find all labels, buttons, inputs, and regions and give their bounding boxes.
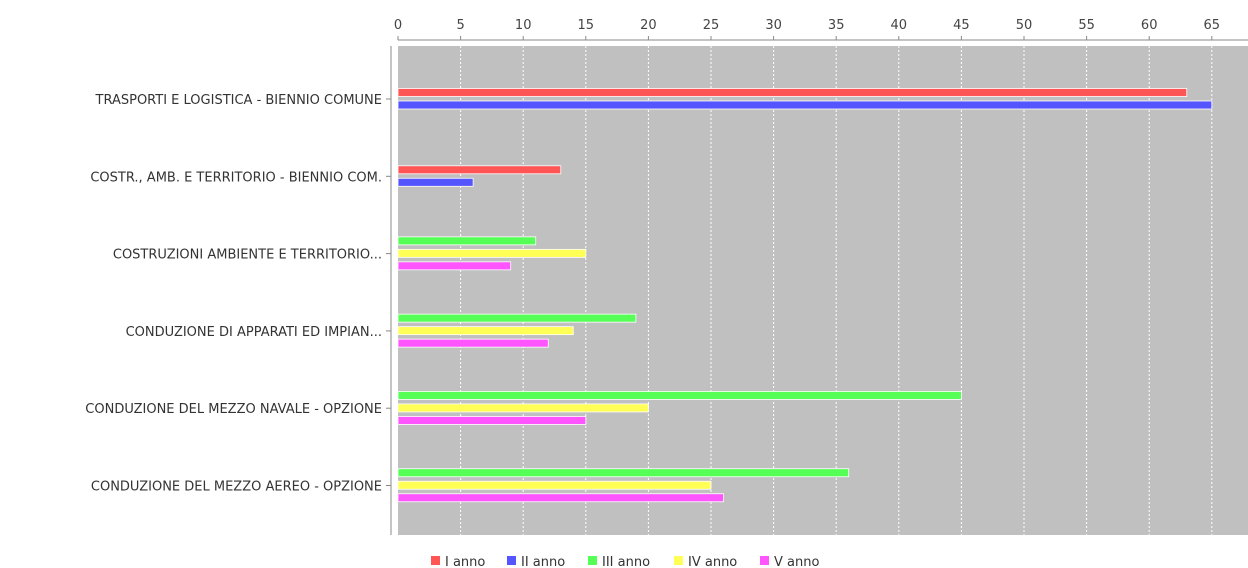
bar	[397, 416, 587, 425]
legend-swatch	[674, 556, 683, 565]
legend-label: II anno	[521, 555, 565, 568]
x-tick-label: 45	[953, 18, 970, 33]
legend-label: IV anno	[688, 555, 737, 568]
category-labels-group: TRASPORTI E LOGISTICA - BIENNIO COMUNE CO…	[85, 93, 391, 495]
category-label: CONDUZIONE DEL MEZZO NAVALE - OPZIONE	[85, 402, 382, 417]
bars-group	[397, 88, 1213, 503]
x-tick-label: 40	[891, 18, 908, 33]
category-label: CONDUZIONE DI APPARATI ED IMPIAN...	[126, 325, 382, 340]
legend: I anno II anno III anno IV anno V anno	[431, 555, 819, 568]
x-tick-label: 0	[394, 18, 402, 33]
bar	[397, 493, 724, 503]
x-tick-label: 30	[765, 18, 782, 33]
bar	[397, 100, 1213, 110]
bar	[397, 177, 474, 187]
legend-label: I anno	[445, 555, 485, 568]
bar	[397, 468, 850, 478]
plot-background	[398, 46, 1248, 535]
x-tick-label: 65	[1204, 18, 1221, 33]
bar	[397, 88, 1188, 97]
category-label: COSTRUZIONI AMBIENTE E TERRITORIO...	[113, 248, 382, 263]
bar	[397, 236, 537, 246]
category-label: TRASPORTI E LOGISTICA - BIENNIO COMUNE	[95, 93, 382, 108]
x-tick-label: 20	[640, 18, 657, 33]
category-label: COSTR., AMB. E TERRITORIO - BIENNIO COM.	[90, 170, 382, 185]
x-tick-label: 10	[515, 18, 532, 33]
bar	[397, 403, 649, 413]
x-tick-label: 35	[828, 18, 845, 33]
bar	[397, 391, 962, 400]
bar	[397, 165, 562, 175]
x-tick-label: 25	[703, 18, 720, 33]
x-ticks-group: 0 5 10 15 20 25 30 35 40 45 50 55 60 65	[394, 18, 1220, 40]
category-label: CONDUZIONE DEL MEZZO AEREO - OPZIONE	[91, 480, 382, 495]
bar	[397, 326, 574, 336]
grid-lines	[460, 46, 1213, 535]
x-tick-label: 50	[1016, 18, 1033, 33]
bar	[397, 338, 549, 348]
legend-label: III anno	[602, 555, 650, 568]
bar	[397, 480, 712, 490]
legend-swatch	[588, 556, 597, 565]
x-tick-label: 55	[1078, 18, 1095, 33]
x-tick-label: 5	[456, 18, 464, 33]
legend-swatch	[507, 556, 516, 565]
bar	[397, 248, 587, 258]
legend-swatch	[760, 556, 769, 565]
bar	[397, 261, 512, 271]
bar	[397, 313, 637, 323]
x-tick-label: 15	[578, 18, 595, 33]
legend-label: V anno	[774, 555, 819, 568]
x-tick-label: 60	[1141, 18, 1158, 33]
legend-swatch	[431, 556, 440, 565]
